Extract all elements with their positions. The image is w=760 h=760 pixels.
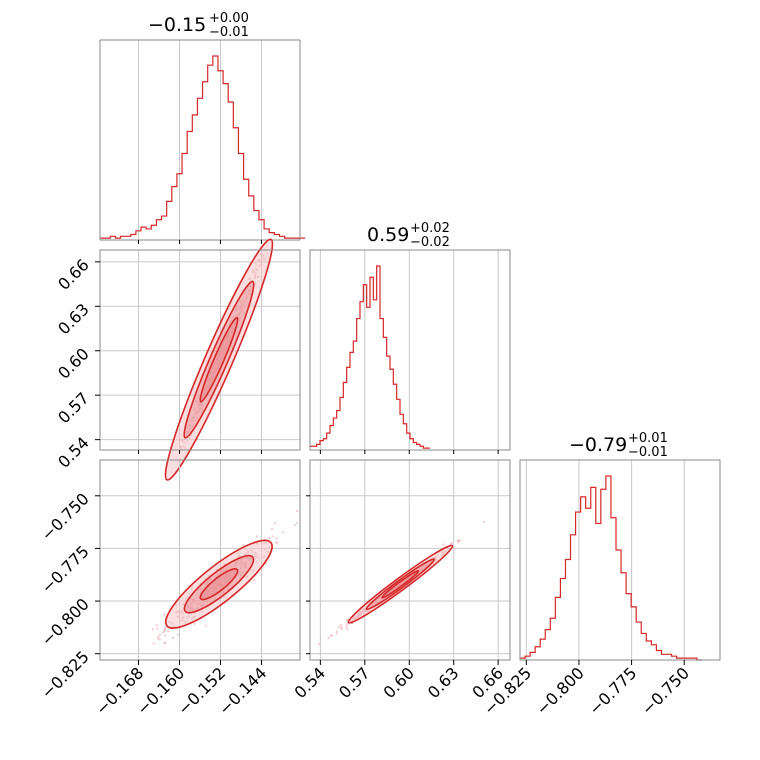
x-tick-label: 0.63	[424, 663, 463, 702]
panel-frame	[309, 249, 511, 451]
y-tick-label: −0.825	[38, 647, 93, 702]
scatter-point	[158, 638, 161, 641]
scatter-point	[164, 634, 167, 637]
scatter-point	[456, 541, 460, 544]
scatter-point	[253, 578, 256, 581]
scatter-point	[345, 625, 348, 628]
density-contour	[199, 316, 239, 403]
scatter-point	[296, 509, 299, 513]
title-param-1-sup: +0.00	[209, 11, 249, 26]
scatter-point	[482, 520, 485, 523]
scatter-point	[293, 523, 296, 527]
title-param-3-sup: +0.01	[628, 431, 668, 446]
y-tick-label: 0.63	[54, 300, 93, 339]
scatter-point	[270, 527, 274, 531]
scatter-point	[163, 642, 166, 645]
x-tick-label: −0.775	[585, 663, 640, 718]
x-tick-label: 0.54	[291, 663, 330, 702]
scatter-point	[273, 522, 277, 525]
scatter-point	[275, 537, 278, 540]
x-tick-label: 0.57	[335, 663, 374, 702]
y-tick-label: 0.54	[54, 433, 93, 472]
scatter-point	[151, 628, 154, 631]
scatter-point	[242, 544, 245, 547]
scatter-point	[268, 537, 271, 540]
title-param-3-sub: −0.01	[628, 445, 668, 460]
scatter-point	[204, 624, 207, 627]
title-param-2: 0.59	[367, 224, 409, 246]
scatter-point	[163, 613, 166, 616]
panel-frame	[519, 459, 721, 661]
scatter-point	[317, 642, 321, 645]
title-param-1: −0.15	[148, 14, 206, 36]
panel-frame	[309, 459, 511, 661]
scatter-point	[329, 634, 333, 637]
y-tick-label: 0.57	[54, 389, 93, 428]
scatter-point	[157, 635, 160, 638]
y-tick-label: −0.800	[38, 594, 93, 649]
title-param-2-sup: +0.02	[410, 221, 450, 236]
title-param-3: −0.79	[569, 434, 627, 456]
scatter-point	[340, 626, 343, 629]
panel-frame	[99, 249, 301, 451]
scatter-point	[335, 630, 339, 633]
scatter-point	[167, 630, 170, 633]
title-param-1-sub: −0.01	[209, 25, 249, 40]
title-param-2-sub: −0.02	[410, 235, 450, 250]
hist-panel-1	[99, 39, 306, 241]
hist-panel-3	[519, 459, 721, 661]
scatter-panel-2-3	[309, 459, 511, 661]
scatter-point	[442, 543, 445, 546]
scatter-point	[163, 628, 167, 631]
x-tick-label: −0.750	[638, 663, 693, 718]
density-contour	[199, 568, 239, 601]
scatter-point	[327, 636, 330, 640]
hist-step-line	[100, 55, 306, 239]
scatter-point	[346, 627, 349, 630]
corner-panels: −0.168−0.160−0.152−0.144 0.54 0.57 0.60 0.63…	[38, 39, 721, 719]
scatter-point	[346, 623, 349, 626]
hist-step-line	[310, 265, 430, 449]
hist-panel-2	[309, 249, 511, 451]
scatter-point	[162, 631, 165, 634]
scatter-point	[159, 633, 162, 636]
scatter-panel-1-2	[99, 238, 301, 481]
scatter-point	[295, 521, 299, 525]
scatter-point	[193, 622, 196, 625]
scatter-point	[281, 531, 284, 534]
y-tick-label: −0.775	[38, 542, 93, 597]
scatter-point	[272, 535, 275, 538]
scatter-point	[337, 625, 341, 628]
scatter-panel-1-3	[99, 459, 301, 661]
scatter-point	[171, 636, 175, 639]
y-tick-label: 0.66	[54, 255, 93, 294]
panel-frame	[99, 459, 301, 661]
y-tick-label: 0.60	[54, 344, 93, 383]
x-tick-label: −0.800	[532, 663, 587, 718]
scatter-point	[346, 618, 349, 621]
y-tick-label: −0.750	[38, 489, 93, 544]
density-contour	[381, 569, 420, 599]
scatter-point	[152, 642, 155, 645]
scatter-point	[176, 633, 180, 636]
scatter-point	[459, 539, 462, 542]
scatter-point	[276, 541, 279, 544]
panel-frame	[99, 39, 301, 241]
scatter-point	[155, 623, 158, 627]
hist-step-line	[520, 475, 702, 661]
scatter-point	[156, 627, 159, 630]
scatter-point	[335, 632, 338, 635]
scatter-point	[255, 535, 258, 538]
scatter-point	[339, 623, 343, 627]
x-tick-label: 0.60	[379, 663, 418, 702]
